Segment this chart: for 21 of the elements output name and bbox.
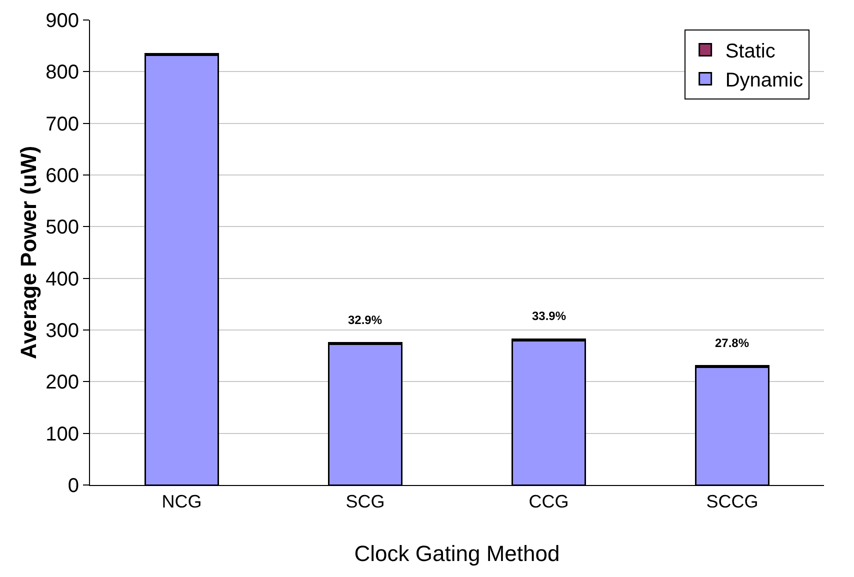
legend-label: Static bbox=[725, 40, 776, 63]
y-tick-label: 100 bbox=[46, 423, 79, 446]
x-axis-title: Clock Gating Method bbox=[354, 541, 560, 566]
y-tick-label: 800 bbox=[46, 62, 79, 84]
annotation: 32.9% bbox=[348, 313, 382, 327]
x-tick-label: SCCG bbox=[706, 492, 758, 512]
legend-label: Dynamic bbox=[725, 70, 804, 92]
x-tick-label: NCG bbox=[162, 492, 202, 512]
y-tick-label: 200 bbox=[46, 372, 79, 394]
y-tick-label: 600 bbox=[46, 165, 79, 187]
y-tick-label: 300 bbox=[46, 320, 79, 342]
x-tick-label: CCG bbox=[528, 492, 569, 512]
y-tick-label: 700 bbox=[46, 113, 79, 136]
y-tick-label: 900 bbox=[46, 10, 79, 32]
y-tick-label: 500 bbox=[46, 216, 79, 239]
y-tick-label: 0 bbox=[68, 475, 79, 497]
annotation: 27.8% bbox=[715, 336, 750, 350]
annotation: 33.9% bbox=[532, 309, 566, 323]
y-axis-title: Average Power (uW) bbox=[16, 146, 41, 360]
y-tick-label: 400 bbox=[46, 268, 79, 290]
x-tick-label: SCG bbox=[346, 492, 385, 512]
